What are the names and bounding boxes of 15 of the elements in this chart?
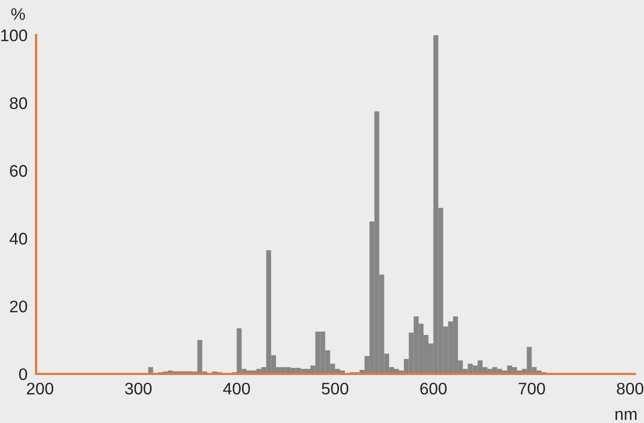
y-tick-label: 20 — [10, 300, 28, 312]
x-tick-label: 500 — [322, 382, 348, 395]
y-tick-label: 60 — [10, 165, 28, 177]
x-tick-label: 200 — [26, 382, 54, 395]
y-tick-label: 100 — [1, 30, 28, 42]
x-tick-label: 800 — [616, 382, 644, 395]
x-tick-label: 400 — [223, 382, 250, 395]
y-axis-title: % — [11, 8, 25, 20]
x-tick-label: 700 — [518, 382, 545, 395]
x-tick-label: 300 — [125, 382, 152, 395]
x-tick-label: 600 — [420, 382, 447, 395]
y-tick-label: 40 — [10, 232, 28, 245]
y-tick-label: 0 — [19, 368, 28, 380]
y-tick-label: 80 — [10, 97, 28, 110]
x-axis-title: nm — [616, 410, 636, 420]
